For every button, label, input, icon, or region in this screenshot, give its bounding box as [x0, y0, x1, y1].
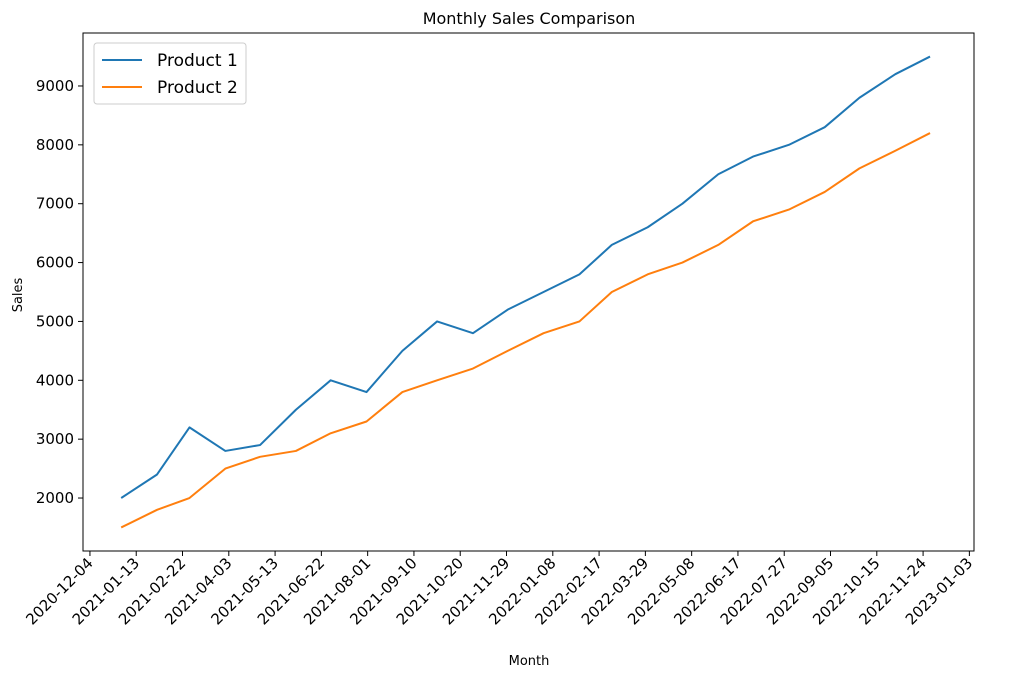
y-tick-label: 8000: [36, 136, 74, 154]
y-tick-label: 5000: [36, 312, 74, 330]
legend: Product 1 Product 2: [93, 42, 247, 105]
series-line-2: [120, 132, 931, 529]
y-axis-ticks: 2000 3000 4000 5000 6000 7000 8000 9000: [36, 77, 83, 507]
chart-title: Monthly Sales Comparison: [423, 9, 636, 28]
y-tick-label: 4000: [36, 371, 74, 389]
y-tick-label: 7000: [36, 195, 74, 213]
y-axis-label: Sales: [11, 277, 26, 312]
plot-lines: [120, 55, 931, 529]
y-tick-label: 6000: [36, 254, 74, 272]
y-tick-label: 2000: [36, 489, 74, 507]
series-line-1: [120, 55, 931, 499]
plot-frame: [82, 32, 975, 552]
legend-label-1: Product 1: [157, 51, 238, 71]
x-axis-ticks: 2020-12-042021-01-132021-02-222021-04-03…: [22, 551, 976, 628]
y-tick-label: 3000: [36, 430, 74, 448]
legend-label-2: Product 2: [157, 78, 238, 98]
y-tick-label: 9000: [36, 77, 74, 95]
legend-box: [93, 42, 247, 105]
x-axis-label: Month: [509, 654, 550, 669]
